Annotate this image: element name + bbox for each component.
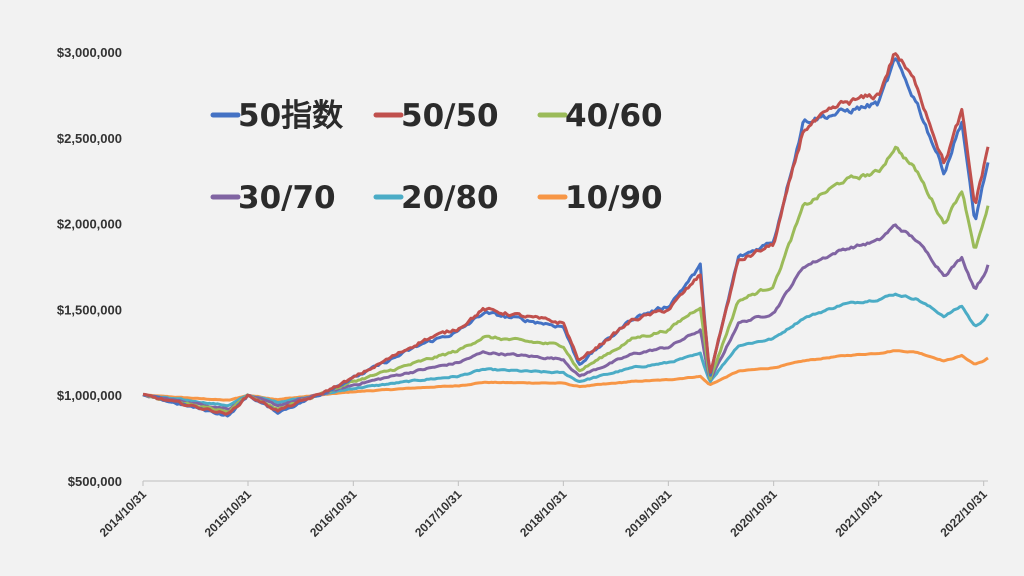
legend-label-6: 10/90 xyxy=(565,180,663,216)
series-line-5 xyxy=(142,292,990,408)
legend-label-3: 40/60 xyxy=(565,98,663,134)
series-layer xyxy=(142,52,990,418)
legend-item-5: 20/80 xyxy=(373,180,499,216)
legend-item-2: 50/50 xyxy=(373,98,499,134)
y-tick-label: $1,000,000 xyxy=(57,388,122,403)
y-tick-label: $2,500,000 xyxy=(57,131,122,146)
y-tick-label: $500,000 xyxy=(68,474,122,489)
legend-item-1: 50指数 xyxy=(210,98,343,134)
legend: 50指数 50/50 40/60 30/70 20/80 10/90 xyxy=(210,98,663,216)
legend-label-1: 50指数 xyxy=(238,98,343,134)
legend-item-3: 40/60 xyxy=(537,98,663,134)
legend-label-5: 20/80 xyxy=(401,180,499,216)
y-tick-label: $2,000,000 xyxy=(57,217,122,232)
legend-item-6: 10/90 xyxy=(537,180,663,216)
series-line-6 xyxy=(142,349,989,402)
y-tick-label: $1,500,000 xyxy=(57,302,122,317)
series-line-2 xyxy=(142,52,990,416)
legend-item-4: 30/70 xyxy=(210,180,336,216)
legend-label-4: 30/70 xyxy=(238,180,336,216)
legend-label-2: 50/50 xyxy=(401,98,499,134)
y-tick-label: $3,000,000 xyxy=(57,45,122,60)
series-line-4 xyxy=(142,223,990,411)
